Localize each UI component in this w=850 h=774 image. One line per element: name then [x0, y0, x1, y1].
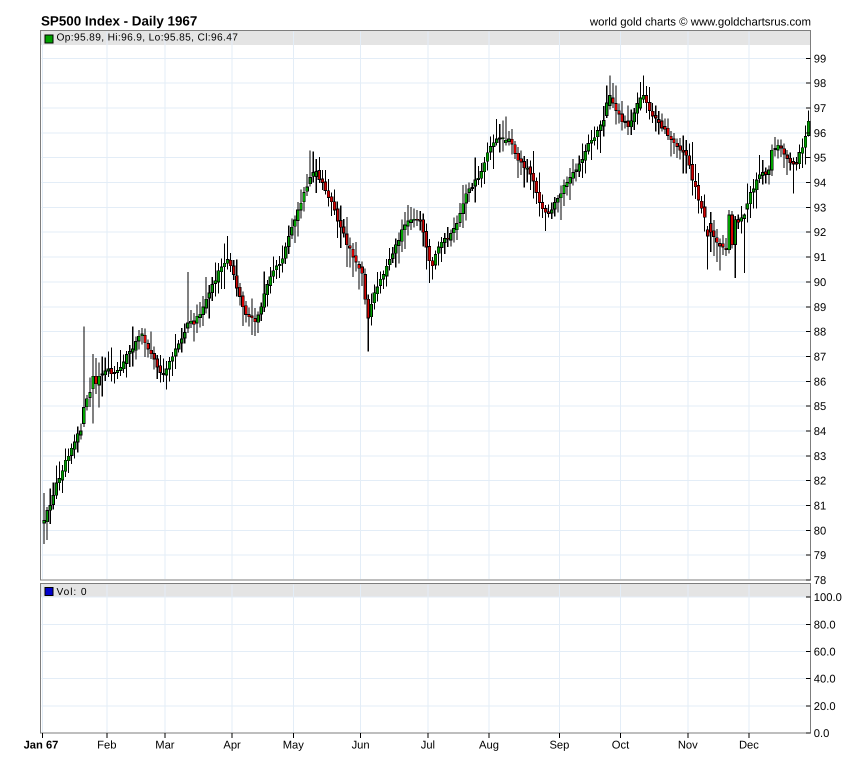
svg-text:Oct: Oct	[612, 740, 630, 752]
svg-text:Jul: Jul	[421, 740, 435, 752]
svg-text:91: 91	[814, 252, 826, 264]
svg-text:94: 94	[814, 178, 826, 190]
svg-text:80.0: 80.0	[814, 619, 836, 631]
svg-text:81: 81	[814, 501, 826, 513]
svg-text:60.0: 60.0	[814, 647, 836, 659]
svg-text:Jun: Jun	[352, 740, 370, 752]
svg-text:Dec: Dec	[739, 740, 759, 752]
svg-text:96: 96	[814, 128, 826, 140]
svg-text:87: 87	[814, 351, 826, 363]
svg-text:world gold charts © www.goldch: world gold charts © www.goldchartsrus.co…	[589, 17, 811, 29]
svg-text:95: 95	[814, 153, 826, 165]
svg-text:Mar: Mar	[155, 740, 175, 752]
svg-text:Sep: Sep	[549, 740, 569, 752]
svg-text:Op:95.89, Hi:96.9, Lo:95.85, C: Op:95.89, Hi:96.9, Lo:95.85, Cl:96.47	[57, 33, 239, 44]
svg-text:Apr: Apr	[223, 740, 241, 752]
svg-text:86: 86	[814, 376, 826, 388]
svg-text:0.0: 0.0	[814, 728, 830, 740]
svg-text:Vol: 0: Vol: 0	[57, 587, 88, 598]
svg-text:82: 82	[814, 476, 826, 488]
svg-text:89: 89	[814, 302, 826, 314]
svg-text:98: 98	[814, 78, 826, 90]
svg-text:88: 88	[814, 327, 826, 339]
svg-text:Feb: Feb	[97, 740, 116, 752]
svg-text:20.0: 20.0	[814, 701, 836, 713]
svg-text:97: 97	[814, 103, 826, 115]
svg-text:90: 90	[814, 277, 826, 289]
svg-text:40.0: 40.0	[814, 674, 836, 686]
svg-text:79: 79	[814, 550, 826, 562]
svg-text:80: 80	[814, 525, 826, 537]
svg-text:93: 93	[814, 202, 826, 214]
svg-text:May: May	[283, 740, 305, 752]
svg-text:92: 92	[814, 227, 826, 239]
svg-text:99: 99	[814, 53, 826, 65]
svg-text:100.0: 100.0	[814, 592, 842, 604]
svg-text:84: 84	[814, 426, 826, 438]
svg-text:Jan 67: Jan 67	[24, 740, 59, 752]
svg-text:SP500 Index - Daily 1967: SP500 Index - Daily 1967	[41, 14, 197, 29]
svg-text:78: 78	[814, 575, 826, 587]
svg-text:83: 83	[814, 451, 826, 463]
svg-text:Aug: Aug	[479, 740, 499, 752]
svg-text:85: 85	[814, 401, 826, 413]
svg-text:Nov: Nov	[678, 740, 698, 752]
